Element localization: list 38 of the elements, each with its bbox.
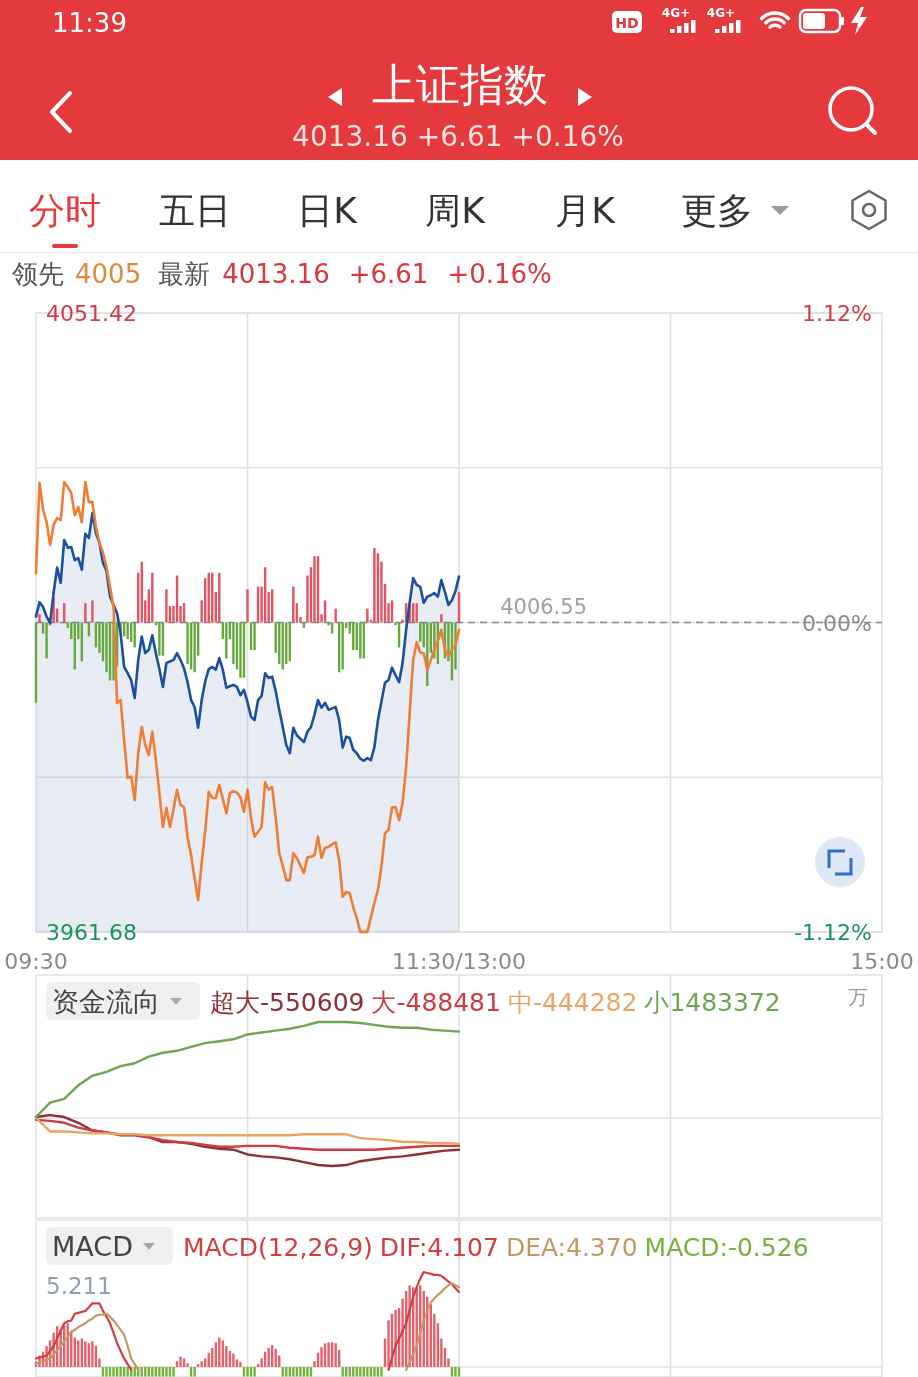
annotation: 4G+: [706, 6, 736, 20]
annotation: 4G+: [661, 6, 691, 20]
legend-label: DEA:4.370: [505, 1233, 638, 1262]
title: MACD: [52, 1231, 133, 1262]
annotation: 4005: [75, 259, 142, 289]
y-tick-label: 4051.42: [46, 301, 137, 326]
legend-label: DIF:4.107: [379, 1233, 499, 1262]
title: 上证指数: [372, 59, 548, 110]
annotation: 11:39: [52, 8, 127, 38]
legend-label: MACD:-0.526: [644, 1233, 809, 1262]
annotation: 最新: [158, 259, 211, 289]
y2-tick-label: -1.12%: [794, 920, 872, 945]
title: 资金流向: [52, 986, 160, 1017]
annotation: 领先: [12, 259, 64, 289]
annotation: 日K: [297, 190, 357, 231]
subtitle: MACD(12,26,9): [182, 1233, 373, 1262]
legend-label: 大-488481: [371, 988, 501, 1017]
annotation: 4013.16: [222, 259, 330, 289]
annotation: 更多: [681, 190, 753, 231]
x-tick-label: 15:00: [850, 949, 914, 974]
annotation: +0.16%: [447, 259, 552, 289]
x-tick-label: 11:30/13:00: [391, 949, 527, 974]
annotation: +6.61: [348, 259, 429, 289]
subtitle: 4013.16 +6.61 +0.16%: [292, 120, 624, 153]
x-tick-label: 09:30: [4, 949, 68, 974]
annotation: 五日: [159, 190, 231, 231]
y-tick-label: 3961.68: [46, 920, 137, 945]
ref-line-label: 4006.55: [500, 594, 587, 619]
legend-label: 小1483372: [644, 988, 781, 1017]
annotation: HD: [615, 15, 639, 31]
annotation: 分时: [29, 190, 101, 231]
annotation: 万: [848, 985, 868, 1009]
legend-label: 中-444282: [507, 988, 638, 1017]
annotation: 5.211: [46, 1273, 112, 1299]
annotation: 周K: [425, 190, 485, 231]
y2-tick-label: 1.12%: [802, 301, 872, 326]
annotation: 月K: [555, 190, 615, 231]
legend-label: 超大-550609: [210, 988, 365, 1017]
